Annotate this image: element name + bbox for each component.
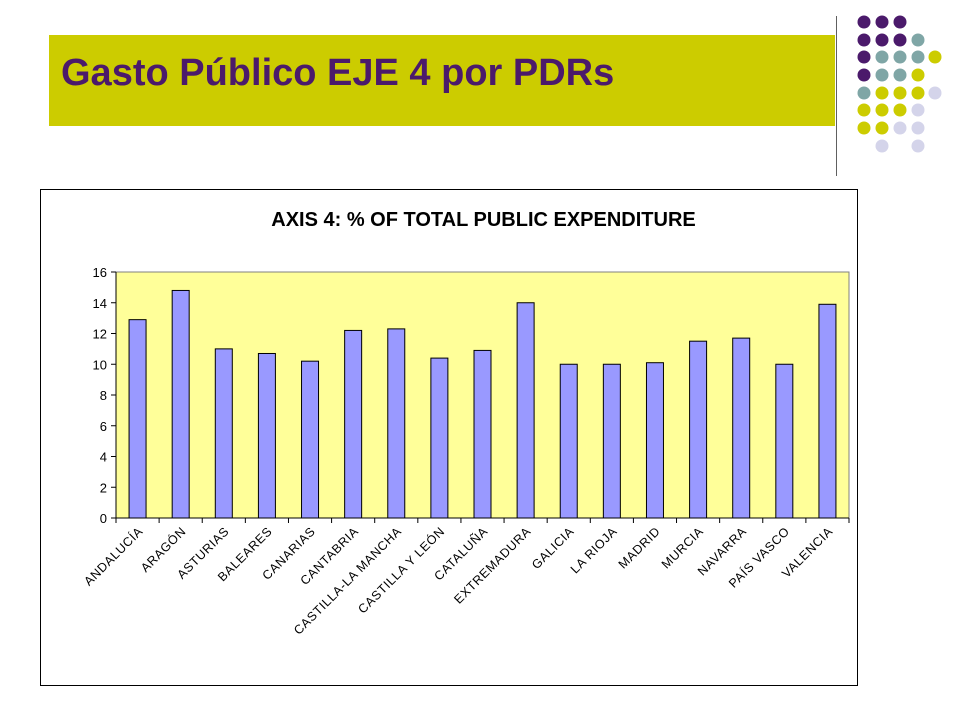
decorative-dot-6-1 (875, 121, 889, 135)
decorative-dot-4-2 (893, 86, 907, 100)
decorative-dot-4-1 (875, 86, 889, 100)
bar-castilla-y-le-n (430, 357, 449, 519)
slide-title: Gasto Público EJE 4 por PDRs (61, 52, 615, 94)
x-category-label: ANDALUCÍA (81, 523, 146, 588)
bar-baleares (257, 352, 276, 519)
bar-cantabria (344, 329, 363, 519)
y-tick-label: 14 (93, 296, 107, 311)
decorative-dot-2-2 (893, 50, 907, 64)
x-category-label: CASTILLA Y LEÓN (355, 524, 448, 617)
decorative-dot-3-0 (857, 68, 871, 82)
decorative-dot-1-2 (893, 33, 907, 47)
decorative-dot-6-0 (857, 121, 871, 135)
title-divider (836, 16, 837, 176)
decorative-dot-5-1 (875, 103, 889, 117)
decorative-dot-3-1 (875, 68, 889, 82)
bar-navarra (732, 337, 751, 519)
bar-chart: AXIS 4: % OF TOTAL PUBLIC EXPENDITURE 0 2 4… (81, 209, 850, 638)
decorative-dot-6-2 (893, 121, 907, 135)
bar-andaluc-a (128, 319, 147, 519)
y-tick-label: 2 (100, 480, 107, 495)
bar-galicia (559, 363, 578, 519)
bar-extremadura (516, 302, 535, 519)
decorative-dot-2-0 (857, 50, 871, 64)
bar-pa-s-vasco (775, 363, 794, 519)
bar-canarias (301, 360, 320, 519)
chart-title: AXIS 4: % OF TOTAL PUBLIC EXPENDITURE (271, 209, 696, 231)
x-category-label: MADRID (616, 524, 663, 571)
decorative-dot-1-0 (857, 33, 871, 47)
bar-asturias (214, 348, 233, 519)
bar-catalu-a (473, 349, 492, 519)
y-tick-label: 0 (100, 511, 107, 526)
decorative-dot-5-2 (893, 103, 907, 117)
decorative-dot-7-1 (911, 139, 925, 153)
decorative-dot-4-4 (928, 86, 942, 100)
decorative-dot-2-3 (911, 50, 925, 64)
decorative-dot-3-3 (911, 68, 925, 82)
decorative-dot-0-1 (875, 15, 889, 29)
bar-castilla-la-mancha (387, 328, 406, 519)
decorative-dot-5-0 (857, 103, 871, 117)
decorative-dot-2-1 (875, 50, 889, 64)
decorative-dot-1-1 (875, 33, 889, 47)
bar-valencia (818, 303, 837, 519)
x-category-label: EXTREMADURA (451, 524, 533, 606)
bar-arag-n (171, 289, 190, 519)
y-tick-label: 12 (93, 327, 107, 342)
y-tick-label: 4 (100, 450, 107, 465)
decorative-dot-4-3 (911, 86, 925, 100)
y-tick-label: 10 (93, 357, 107, 372)
title-band (49, 35, 835, 126)
y-tick-label: 6 (100, 419, 107, 434)
decorative-dot-2-4 (928, 50, 942, 64)
decorative-dot-4-0 (857, 86, 871, 100)
decorative-dot-0-2 (893, 15, 907, 29)
decorative-dot-0-0 (857, 15, 871, 29)
chart-frame: AXIS 4: % OF TOTAL PUBLIC EXPENDITURE 0 2 4… (40, 189, 858, 686)
decorative-dot-5-3 (911, 103, 925, 117)
y-tick-label: 16 (93, 265, 107, 280)
y-tick-label: 8 (100, 388, 107, 403)
bar-la-rioja (602, 363, 621, 519)
bar-madrid (645, 362, 664, 519)
decorative-dot-7-0 (875, 139, 889, 153)
decorative-dot-1-3 (911, 33, 925, 47)
decorative-dot-3-2 (893, 68, 907, 82)
decorative-dot-6-3 (911, 121, 925, 135)
x-category-label: LA RIOJA (568, 524, 620, 576)
bar-murcia (689, 340, 708, 519)
